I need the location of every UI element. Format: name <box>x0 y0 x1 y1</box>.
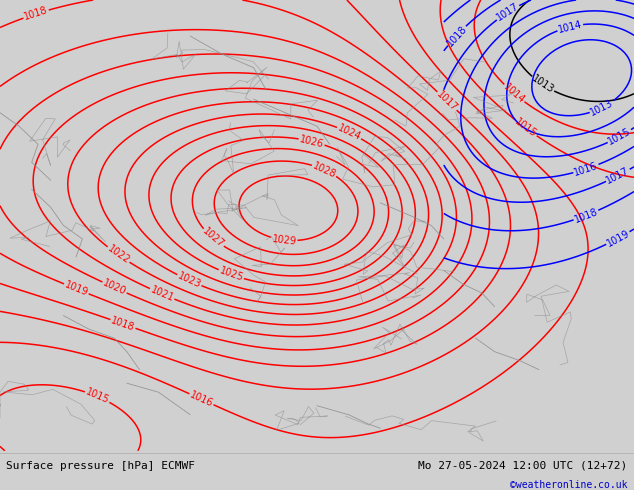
Text: 1016: 1016 <box>573 160 599 177</box>
Text: 1017: 1017 <box>434 89 460 113</box>
Text: 1015: 1015 <box>513 117 539 139</box>
Text: 1028: 1028 <box>311 160 338 180</box>
Text: 1016: 1016 <box>188 390 215 409</box>
Text: 1015: 1015 <box>606 126 633 147</box>
Text: 1014: 1014 <box>557 19 583 35</box>
Text: 1014: 1014 <box>501 82 527 105</box>
Text: 1019: 1019 <box>605 228 631 248</box>
Text: 1018: 1018 <box>573 206 599 224</box>
Text: 1018: 1018 <box>110 315 136 333</box>
Text: 1019: 1019 <box>63 280 89 298</box>
Text: 1024: 1024 <box>336 123 363 143</box>
Text: 1018: 1018 <box>444 24 469 48</box>
Text: 1018: 1018 <box>23 5 49 23</box>
Text: 1026: 1026 <box>299 134 325 149</box>
Text: 1013: 1013 <box>530 74 555 96</box>
Text: 1022: 1022 <box>105 244 131 266</box>
Text: 1021: 1021 <box>149 285 176 303</box>
Text: 1017: 1017 <box>495 1 521 23</box>
Text: Mo 27-05-2024 12:00 UTC (12+72): Mo 27-05-2024 12:00 UTC (12+72) <box>418 461 628 471</box>
Text: 1023: 1023 <box>176 271 202 290</box>
Text: 1027: 1027 <box>200 226 226 250</box>
Text: 1017: 1017 <box>605 166 631 186</box>
Text: 1025: 1025 <box>218 266 245 283</box>
Text: ©weatheronline.co.uk: ©weatheronline.co.uk <box>510 480 628 490</box>
Text: 1013: 1013 <box>589 98 615 118</box>
Text: 1029: 1029 <box>271 234 297 246</box>
Text: 1020: 1020 <box>101 278 128 297</box>
Text: Surface pressure [hPa] ECMWF: Surface pressure [hPa] ECMWF <box>6 461 195 471</box>
Text: 1015: 1015 <box>84 387 111 406</box>
